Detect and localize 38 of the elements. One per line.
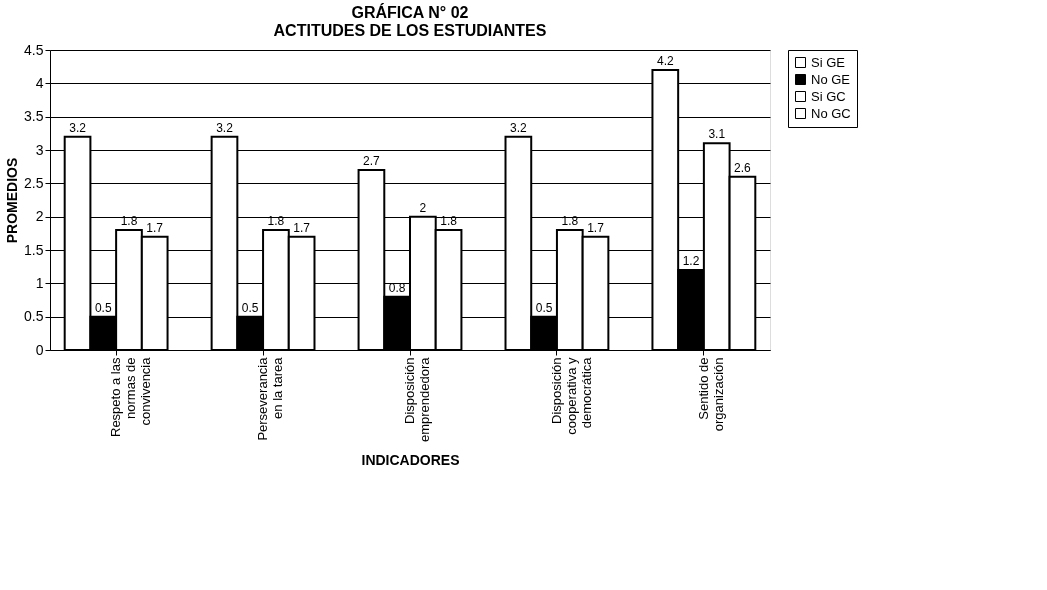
y-tick-label: 0.5 xyxy=(24,308,44,325)
y-tick-label: 2 xyxy=(35,208,44,225)
x-tick-label: Perseverancia en la tarea xyxy=(255,356,286,441)
data-label: 3.2 xyxy=(216,120,234,135)
text: ACTITUDES DE LOS ESTUDIANTES xyxy=(273,22,547,39)
data-label: 1.7 xyxy=(293,220,311,235)
y-tick-label: 2.5 xyxy=(24,174,44,191)
y-tick-label: 3.5 xyxy=(24,108,44,125)
data-label: 0.5 xyxy=(535,300,553,315)
legend-label: Si GC xyxy=(811,88,846,104)
data-label: 1.2 xyxy=(682,254,700,268)
x-tick-label: Disposición emprendedora xyxy=(402,356,432,443)
data-label: 4.2 xyxy=(656,54,674,68)
y-tick-label: 1 xyxy=(35,274,44,291)
legend-label: No GE xyxy=(811,71,851,87)
x-tick-label: Respeto a las normas de convivencia xyxy=(108,356,154,437)
x-axis-title: INDICADORES xyxy=(361,452,460,469)
data-label: 3.2 xyxy=(69,120,87,135)
text: GRÁFICA N° 02 xyxy=(351,4,469,21)
data-label: 1.7 xyxy=(146,220,164,235)
y-tick-label: 3 xyxy=(35,141,44,158)
data-label: 0.5 xyxy=(241,300,259,315)
data-label: 1.7 xyxy=(587,220,605,235)
data-label: 2 xyxy=(419,200,427,215)
y-tick-label: 4 xyxy=(35,74,44,91)
legend-label: Si GE xyxy=(811,54,846,70)
y-tick-label: 0 xyxy=(35,341,44,358)
data-label: 3.1 xyxy=(708,127,726,142)
data-label: 3.2 xyxy=(510,120,528,135)
x-tick-label: Sentido de organización xyxy=(695,357,726,432)
y-tick-label: 1.5 xyxy=(24,241,44,258)
legend-label: No GC xyxy=(811,105,851,121)
x-tick-label: Disposición cooperativa y democrática xyxy=(548,356,594,435)
data-label: 2.7 xyxy=(363,154,381,168)
y-tick-label: 4.5 xyxy=(24,41,44,58)
y-axis-title: PROMEDIOS xyxy=(4,157,21,244)
data-label: 0.5 xyxy=(94,300,112,315)
data-label: 2.6 xyxy=(734,160,752,175)
